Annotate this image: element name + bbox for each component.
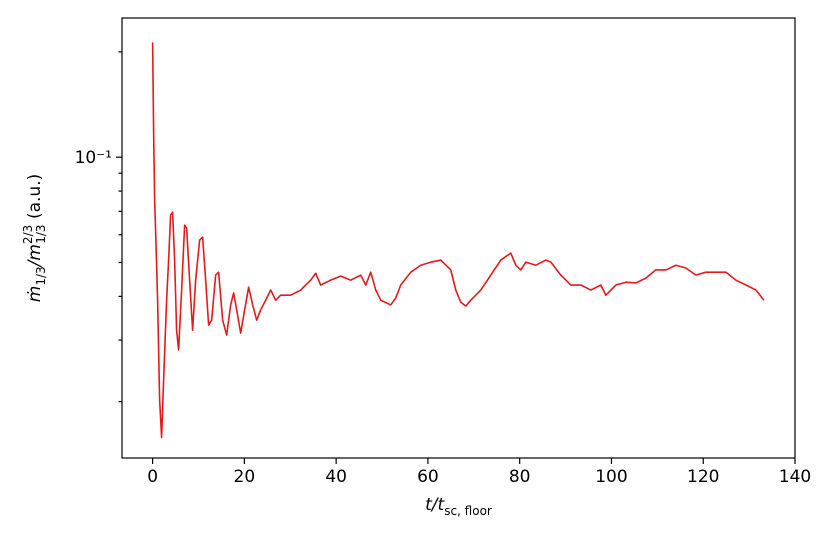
y-axis-label: ṁ1/3/m2/31/3 (a.u.)	[21, 174, 48, 302]
x-tick-label: 20	[234, 467, 256, 487]
x-axis-label-part: sc, floor	[444, 504, 492, 518]
x-tick-label: 80	[509, 467, 531, 487]
x-tick-label: 60	[417, 467, 439, 487]
x-tick-label: 120	[687, 467, 719, 487]
y-axis-label-part: /m	[25, 244, 45, 268]
x-tick-label: 0	[147, 467, 158, 487]
x-tick-label: 100	[595, 467, 627, 487]
y-axis-label-part: (a.u.)	[25, 174, 45, 225]
y-axis-label-part: 2/3	[21, 225, 35, 244]
x-axis-label-part: t/t	[425, 495, 445, 515]
plot-frame	[121, 17, 796, 459]
y-axis-label-part: 1/3	[34, 266, 48, 285]
y-axis-label-part: 1/3	[34, 224, 48, 243]
x-tick-label: 140	[779, 467, 811, 487]
y-axis-label-part: ṁ	[25, 286, 45, 303]
x-axis-label: t/tsc, floor	[425, 495, 492, 518]
x-tick-label: 40	[325, 467, 347, 487]
y-tick-label: 10⁻¹	[75, 148, 112, 168]
data-line	[151, 42, 765, 439]
